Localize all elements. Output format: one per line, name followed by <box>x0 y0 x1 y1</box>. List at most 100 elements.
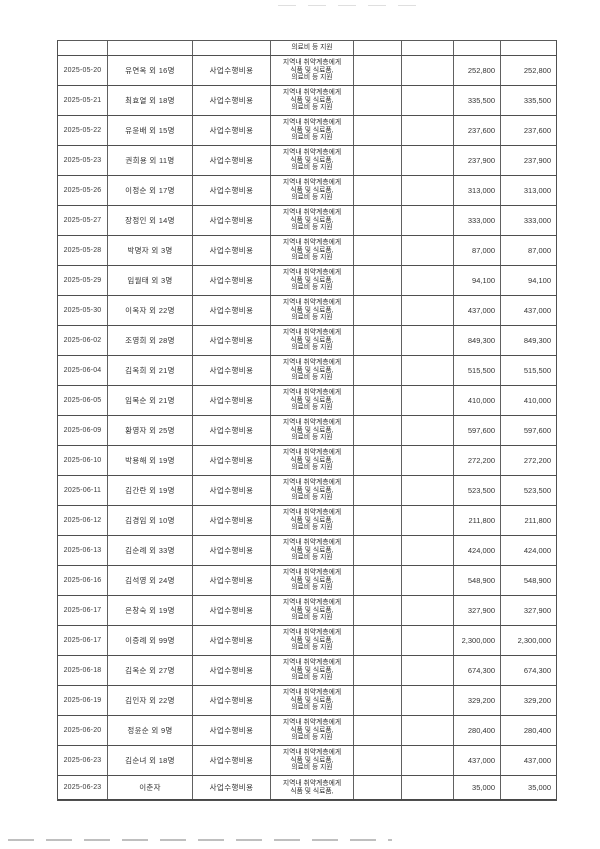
table-row: 2025-06-02 조영희 외 28명 사업수행비용 지역내 취약계층에게 식… <box>58 326 556 356</box>
name-cell: 김간란 외 19명 <box>108 476 193 505</box>
amount-cell-2 <box>501 41 556 55</box>
amount-cell-2: 437,000 <box>523 306 551 315</box>
category-cell: 사업수행비용 <box>193 716 271 745</box>
amount-cell-2: 94,100 <box>528 276 551 285</box>
date-cell: 2025-06-18 <box>58 656 108 685</box>
name-cell: 최효열 외 18명 <box>108 86 193 115</box>
date-cell: 2025-05-26 <box>58 176 108 205</box>
date-cell: 2025-06-04 <box>58 356 108 385</box>
empty-cell-1 <box>354 716 402 745</box>
table-row: 2025-06-23 이춘자 사업수행비용 지역내 취약계층에게 식품 및 식료… <box>58 776 556 800</box>
name-cell: 은창숙 외 19명 <box>108 596 193 625</box>
description-cell: 지역내 취약계층에게 식품 및 식료품, 의료비 등 지원 <box>271 86 354 115</box>
category-cell: 사업수행비용 <box>193 236 271 265</box>
amount-cell-1: 313,000 <box>454 176 501 205</box>
name-cell: 유윤배 외 15명 <box>108 116 193 145</box>
date-cell: 2025-06-23 <box>58 746 108 775</box>
description-cell: 지역내 취약계층에게 식품 및 식료품, 의료비 등 지원 <box>271 656 354 685</box>
description-cell: 지역내 취약계층에게 식품 및 식료품, 의료비 등 지원 <box>271 56 354 85</box>
amount-cell-1: 252,800 <box>454 56 501 85</box>
empty-cell-2 <box>402 356 454 385</box>
amount-cell-2: 237,600 <box>523 126 551 135</box>
category-cell: 사업수행비용 <box>193 476 271 505</box>
empty-cell-1 <box>354 596 402 625</box>
name-cell: 이증례 외 99명 <box>108 626 193 655</box>
name-cell: 장정인 외 14명 <box>108 206 193 235</box>
empty-cell-1 <box>354 746 402 775</box>
category-cell: 사업수행비용 <box>193 146 271 175</box>
description-cell: 지역내 취약계층에게 식품 및 식료품, 의료비 등 지원 <box>271 746 354 775</box>
table-row: 2025-05-22 유윤배 외 15명 사업수행비용 지역내 취약계층에게 식… <box>58 116 556 146</box>
table-row: 2025-05-23 권희용 외 11명 사업수행비용 지역내 취약계층에게 식… <box>58 146 556 176</box>
date-cell: 2025-05-28 <box>58 236 108 265</box>
empty-cell-1 <box>354 476 402 505</box>
description-cell: 지역내 취약계층에게 식품 및 식료품, 의료비 등 지원 <box>271 686 354 715</box>
description-cell: 지역내 취약계층에게 식품 및 식료품, 의료비 등 지원 <box>271 626 354 655</box>
name-cell: 김인자 외 22명 <box>108 686 193 715</box>
table-row: 2025-06-12 김경임 외 10명 사업수행비용 지역내 취약계층에게 식… <box>58 506 556 536</box>
empty-cell-2 <box>402 416 454 445</box>
name-cell: 이춘자 <box>108 776 193 799</box>
empty-cell-1 <box>354 356 402 385</box>
empty-cell-2 <box>402 506 454 535</box>
description-cell: 지역내 취약계층에게 식품 및 식료품, 의료비 등 지원 <box>271 716 354 745</box>
empty-cell-1 <box>354 626 402 655</box>
amount-cell-1: 849,300 <box>454 326 501 355</box>
amount-cell-2: 35,000 <box>528 783 551 792</box>
amount-cell-2: 424,000 <box>523 546 551 555</box>
empty-cell-1 <box>354 41 402 55</box>
category-cell: 사업수행비용 <box>193 356 271 385</box>
category-cell: 사업수행비용 <box>193 776 271 799</box>
amount-cell-2: 272,200 <box>523 456 551 465</box>
empty-cell-2 <box>402 41 454 55</box>
empty-cell-1 <box>354 416 402 445</box>
amount-cell-1: 237,600 <box>454 116 501 145</box>
category-cell: 사업수행비용 <box>193 386 271 415</box>
description-cell: 지역내 취약계층에게 식품 및 식료품, 의료비 등 지원 <box>271 326 354 355</box>
empty-cell-1 <box>354 56 402 85</box>
date-cell: 2025-06-02 <box>58 326 108 355</box>
category-cell: 사업수행비용 <box>193 206 271 235</box>
amount-cell-1: 333,000 <box>454 206 501 235</box>
amount-cell-1: 523,500 <box>454 476 501 505</box>
table-row: 2025-06-16 김석영 외 24명 사업수행비용 지역내 취약계층에게 식… <box>58 566 556 596</box>
category-cell: 사업수행비용 <box>193 596 271 625</box>
name-cell: 정윤순 외 9명 <box>108 716 193 745</box>
category-cell: 사업수행비용 <box>193 326 271 355</box>
empty-cell-1 <box>354 566 402 595</box>
amount-cell-2: 237,900 <box>523 156 551 165</box>
name-cell: 박용해 외 19명 <box>108 446 193 475</box>
scan-artifact-line-top <box>278 5 428 6</box>
amount-cell-2: 333,000 <box>523 216 551 225</box>
description-cell: 지역내 취약계층에게 식품 및 식료품, 의료비 등 지원 <box>271 416 354 445</box>
amount-cell-1: 437,000 <box>454 746 501 775</box>
table-row: 2025-06-04 김옥희 외 21명 사업수행비용 지역내 취약계층에게 식… <box>58 356 556 386</box>
description-cell: 지역내 취약계층에게 식품 및 식료품, 의료비 등 지원 <box>271 116 354 145</box>
empty-cell-2 <box>402 206 454 235</box>
table-row: 2025-05-28 박명자 외 3명 사업수행비용 지역내 취약계층에게 식품… <box>58 236 556 266</box>
name-cell: 박명자 외 3명 <box>108 236 193 265</box>
description-cell: 지역내 취약계층에게 식품 및 식료품, 의료비 등 지원 <box>271 176 354 205</box>
amount-cell-2: 87,000 <box>528 246 551 255</box>
name-cell <box>108 41 193 55</box>
name-cell: 임복순 외 21명 <box>108 386 193 415</box>
description-cell: 지역내 취약계층에게 식품 및 식료품, 의료비 등 지원 <box>271 266 354 295</box>
amount-cell-1: 211,800 <box>454 506 501 535</box>
date-cell: 2025-06-23 <box>58 776 108 799</box>
amount-cell-1: 94,100 <box>454 266 501 295</box>
date-cell: 2025-06-17 <box>58 596 108 625</box>
empty-cell-2 <box>402 746 454 775</box>
amount-cell-1: 424,000 <box>454 536 501 565</box>
amount-cell-2: 280,400 <box>523 726 551 735</box>
date-cell: 2025-06-19 <box>58 686 108 715</box>
category-cell: 사업수행비용 <box>193 626 271 655</box>
empty-cell-1 <box>354 86 402 115</box>
empty-cell-2 <box>402 236 454 265</box>
date-cell: 2025-05-23 <box>58 146 108 175</box>
description-cell: 지역내 취약계층에게 식품 및 식료품, 의료비 등 지원 <box>271 596 354 625</box>
name-cell: 김경임 외 10명 <box>108 506 193 535</box>
date-cell: 2025-05-20 <box>58 56 108 85</box>
table-row: 2025-06-18 김옥순 외 27명 사업수행비용 지역내 취약계층에게 식… <box>58 656 556 686</box>
category-cell: 사업수행비용 <box>193 266 271 295</box>
amount-cell-2: 313,000 <box>523 186 551 195</box>
